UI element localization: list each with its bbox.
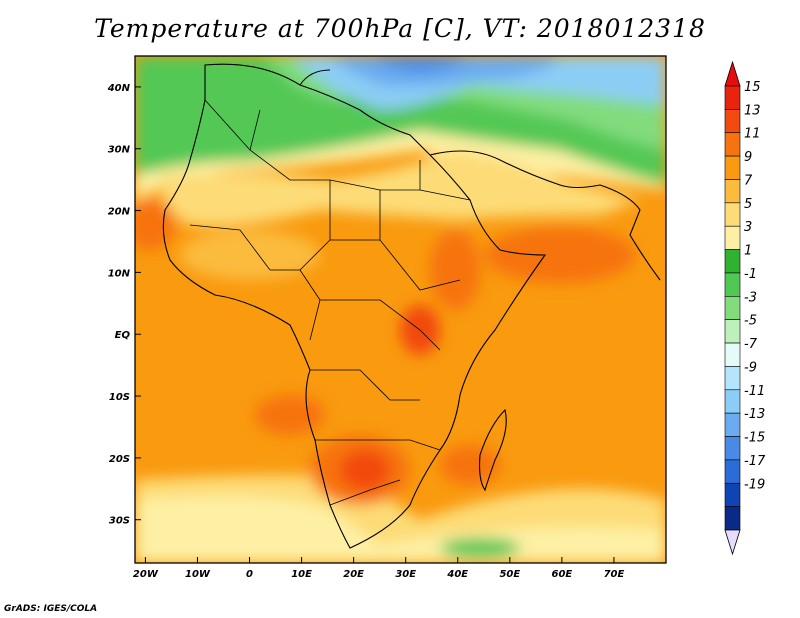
colorbar-swatch bbox=[724, 412, 741, 437]
colorbar-label: -17 bbox=[744, 454, 766, 469]
x-tick-label: 60E bbox=[552, 569, 573, 580]
y-tick-label: 30N bbox=[108, 145, 131, 156]
colorbar-swatch bbox=[724, 155, 741, 180]
colorbar-swatch bbox=[724, 319, 741, 344]
colorbar-top-arrow bbox=[724, 60, 741, 87]
colorbar-swatch bbox=[724, 109, 741, 134]
temperature-field bbox=[135, 56, 666, 563]
colorbar-swatch bbox=[724, 506, 741, 531]
colorbar-label: -11 bbox=[744, 384, 765, 399]
colorbar-label: -1 bbox=[744, 267, 757, 282]
colorbar-swatch bbox=[724, 342, 741, 367]
colorbar-label: -7 bbox=[744, 337, 758, 352]
colorbar-label: 9 bbox=[744, 150, 752, 165]
colorbar-label: 15 bbox=[744, 80, 761, 95]
map-title: Temperature at 700hPa [C], VT: 201801231… bbox=[94, 14, 706, 43]
colorbar-swatch bbox=[724, 202, 741, 227]
x-tick-label: 10W bbox=[185, 569, 211, 580]
colorbar-label: 5 bbox=[744, 197, 752, 212]
colorbar-label: -9 bbox=[744, 360, 757, 375]
colorbar-swatch bbox=[724, 132, 741, 157]
colorbar-swatch bbox=[724, 389, 741, 414]
x-tick-label: 50E bbox=[499, 569, 520, 580]
colorbar-swatch bbox=[724, 249, 741, 274]
colorbar-swatch bbox=[724, 482, 741, 507]
colorbar-label: -19 bbox=[744, 477, 765, 492]
y-tick-label: 10N bbox=[108, 268, 131, 279]
x-tick-label: 30E bbox=[395, 569, 416, 580]
y-tick-label: 30S bbox=[109, 516, 130, 527]
colorbar-swatch bbox=[724, 85, 741, 110]
colorbar-label: -3 bbox=[744, 290, 757, 305]
x-tick-label: 0 bbox=[246, 569, 253, 580]
colorbar-swatch bbox=[724, 179, 741, 204]
colorbar-label: 11 bbox=[744, 127, 761, 142]
colorbar-label: 7 bbox=[744, 173, 753, 188]
colorbar-label: -13 bbox=[744, 407, 765, 422]
y-tick-label: 10S bbox=[109, 392, 130, 403]
colorbar-swatch bbox=[724, 272, 741, 297]
coastlines bbox=[162, 63, 661, 549]
colorbar-label: -5 bbox=[744, 314, 757, 329]
y-tick-label: 20S bbox=[109, 454, 130, 465]
colorbar-label: -15 bbox=[744, 431, 765, 446]
x-tick-label: 70E bbox=[604, 569, 625, 580]
colorbar-swatch bbox=[724, 296, 741, 320]
colorbar-label: 1 bbox=[744, 244, 752, 259]
x-tick-label: 20W bbox=[133, 569, 159, 580]
country-borders bbox=[189, 99, 471, 506]
colorbar-swatch bbox=[724, 225, 741, 250]
y-tick-label: EQ bbox=[115, 330, 131, 341]
map-axes: 20W 10W 0 10E 20E 30E 40E 50E 60E 70E 40N 30N 20N 10N… bbox=[107, 83, 625, 580]
x-tick-label: 40E bbox=[446, 569, 468, 580]
colorbar: 15 13 11 9 7 5 3 1 -1 -3 -5 -7 -9 -11 -13 -15 -17 -19 bbox=[724, 60, 766, 556]
y-tick-label: 40N bbox=[107, 83, 131, 94]
grads-credit: GrADS: IGES/COLA bbox=[4, 604, 98, 614]
y-tick-label: 20N bbox=[108, 207, 131, 218]
colorbar-bottom-arrow bbox=[724, 529, 741, 556]
colorbar-label: 13 bbox=[744, 103, 761, 118]
plot-frame bbox=[134, 55, 667, 564]
x-tick-label: 10E bbox=[291, 569, 312, 580]
colorbar-swatch bbox=[724, 436, 741, 461]
colorbar-swatch bbox=[724, 459, 741, 484]
colorbar-label: 3 bbox=[744, 220, 752, 235]
x-tick-label: 20E bbox=[343, 569, 364, 580]
colorbar-swatch bbox=[724, 366, 741, 391]
